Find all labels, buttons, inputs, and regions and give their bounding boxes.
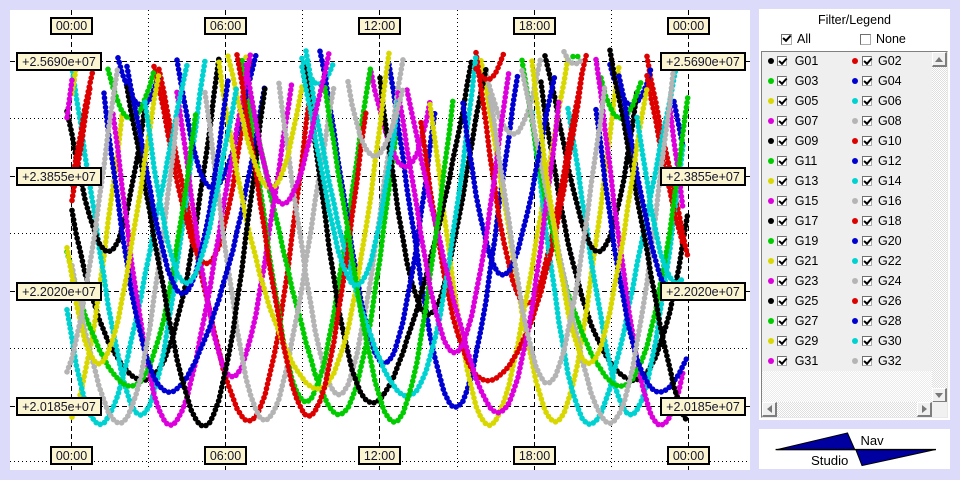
svg-text:Studio: Studio xyxy=(811,453,848,468)
svg-text:Nav: Nav xyxy=(861,433,885,448)
